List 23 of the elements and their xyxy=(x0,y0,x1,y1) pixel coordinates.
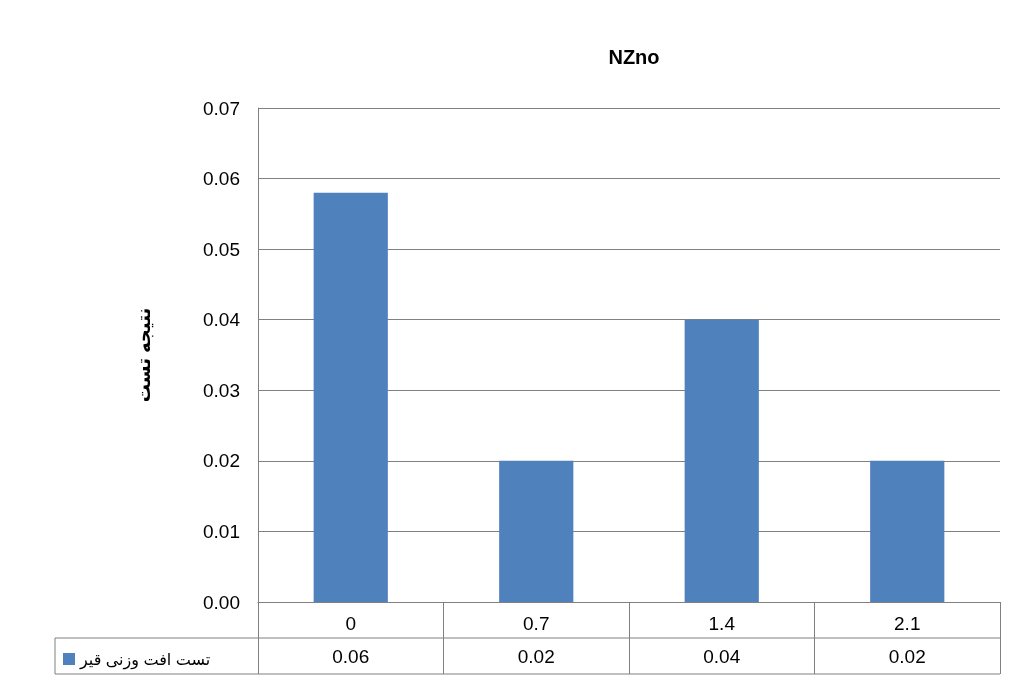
x-tick-label: 0 xyxy=(345,613,357,634)
y-tick-label: 0.04 xyxy=(203,309,241,331)
bar xyxy=(684,319,759,602)
y-axis-title: نتیجه تست xyxy=(134,307,154,403)
bar xyxy=(870,460,945,602)
bar xyxy=(499,460,574,602)
y-tick-label: 0.01 xyxy=(203,520,240,542)
x-tick-label: 2.1 xyxy=(894,613,921,634)
data-label: 0.06 xyxy=(332,645,370,667)
y-tick-label: 0.02 xyxy=(203,450,240,472)
y-tick-label: 0.03 xyxy=(203,379,240,401)
data-label: 0.04 xyxy=(703,645,741,667)
y-tick-label: 0.06 xyxy=(203,168,240,190)
chart-title: NZno xyxy=(608,46,660,68)
y-tick-label: 0.05 xyxy=(203,238,240,260)
legend-label: تست افت وزنی قیر xyxy=(79,650,211,670)
x-tick-label: 0.7 xyxy=(523,613,550,634)
y-tick-label: 0.00 xyxy=(203,591,240,613)
data-label: 0.02 xyxy=(517,645,555,667)
bar xyxy=(313,192,388,602)
y-tick-label: 0.07 xyxy=(203,97,240,119)
x-tick-label: 1.4 xyxy=(708,613,736,634)
data-label: 0.02 xyxy=(888,645,926,667)
